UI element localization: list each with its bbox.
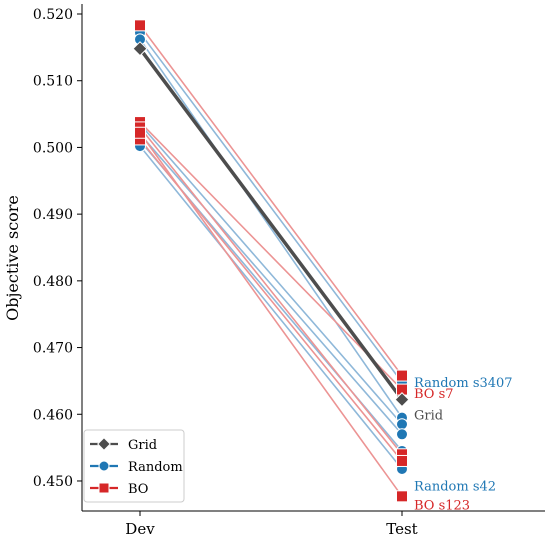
- y-tick-label-4: 0.490: [33, 207, 73, 223]
- y-tick-label-3: 0.480: [33, 274, 73, 290]
- data-point-bo-7-test: [396, 369, 408, 382]
- data-point-bo-10-test: [396, 454, 408, 467]
- annotation-label-4: BO s123: [414, 498, 470, 513]
- data-point-bo-11-test: [396, 490, 408, 503]
- legend-marker-grid: [97, 437, 111, 451]
- legend: Grid Random BO: [83, 429, 185, 503]
- series-line-bo-11: [139, 131, 403, 498]
- series-line-grid-0: [138, 46, 404, 402]
- data-point-grid-0-dev: [132, 41, 148, 57]
- series-lines: [138, 24, 404, 498]
- y-tick-label-7: 0.520: [33, 7, 73, 23]
- annotation-label-1: BO s7: [414, 387, 454, 402]
- series-line-random-1: [139, 31, 403, 384]
- legend-marker-bo: [98, 482, 110, 494]
- y-ticks: 0.450 0.460 0.470 0.480 0.490 0.500 0.510 0.520: [33, 7, 82, 490]
- data-point-grid-0-test: [394, 392, 410, 408]
- legend-marker-random: [98, 460, 110, 472]
- y-tick-label-2: 0.470: [33, 341, 73, 357]
- x-ticks: Dev Test: [125, 511, 418, 536]
- legend-label-random: Random: [128, 460, 183, 475]
- x-tick-label-1: Test: [386, 520, 417, 536]
- data-point-random-3-test: [396, 418, 408, 431]
- data-point-bo-7-dev: [134, 19, 146, 32]
- y-tick-label-0: 0.450: [33, 474, 73, 490]
- series-markers: [132, 19, 410, 503]
- legend-label-bo: BO: [128, 482, 148, 497]
- data-point-random-4-test: [396, 428, 408, 441]
- y-tick-label-5: 0.500: [33, 140, 73, 156]
- series-line-bo-9: [139, 126, 403, 456]
- series-line-bo-8: [139, 121, 403, 391]
- series-line-random-6: [139, 145, 403, 470]
- series-line-random-2: [139, 38, 403, 419]
- annotation-label-0: Random s3407: [414, 376, 513, 391]
- axes: [81, 4, 545, 512]
- x-tick-label-0: Dev: [125, 520, 155, 536]
- series-line-random-4: [139, 133, 403, 436]
- y-tick-label-6: 0.510: [33, 74, 73, 90]
- y-axis-label: Objective score: [3, 195, 22, 321]
- data-point-bo-11-dev: [134, 126, 146, 139]
- series-line-bo-7: [139, 24, 403, 377]
- annotation-label-3: Random s42: [414, 480, 496, 495]
- y-tick-label-1: 0.460: [33, 407, 73, 423]
- series-line-random-3: [139, 123, 403, 426]
- annotation-label-2: Grid: [414, 408, 443, 423]
- legend-label-grid: Grid: [128, 438, 157, 453]
